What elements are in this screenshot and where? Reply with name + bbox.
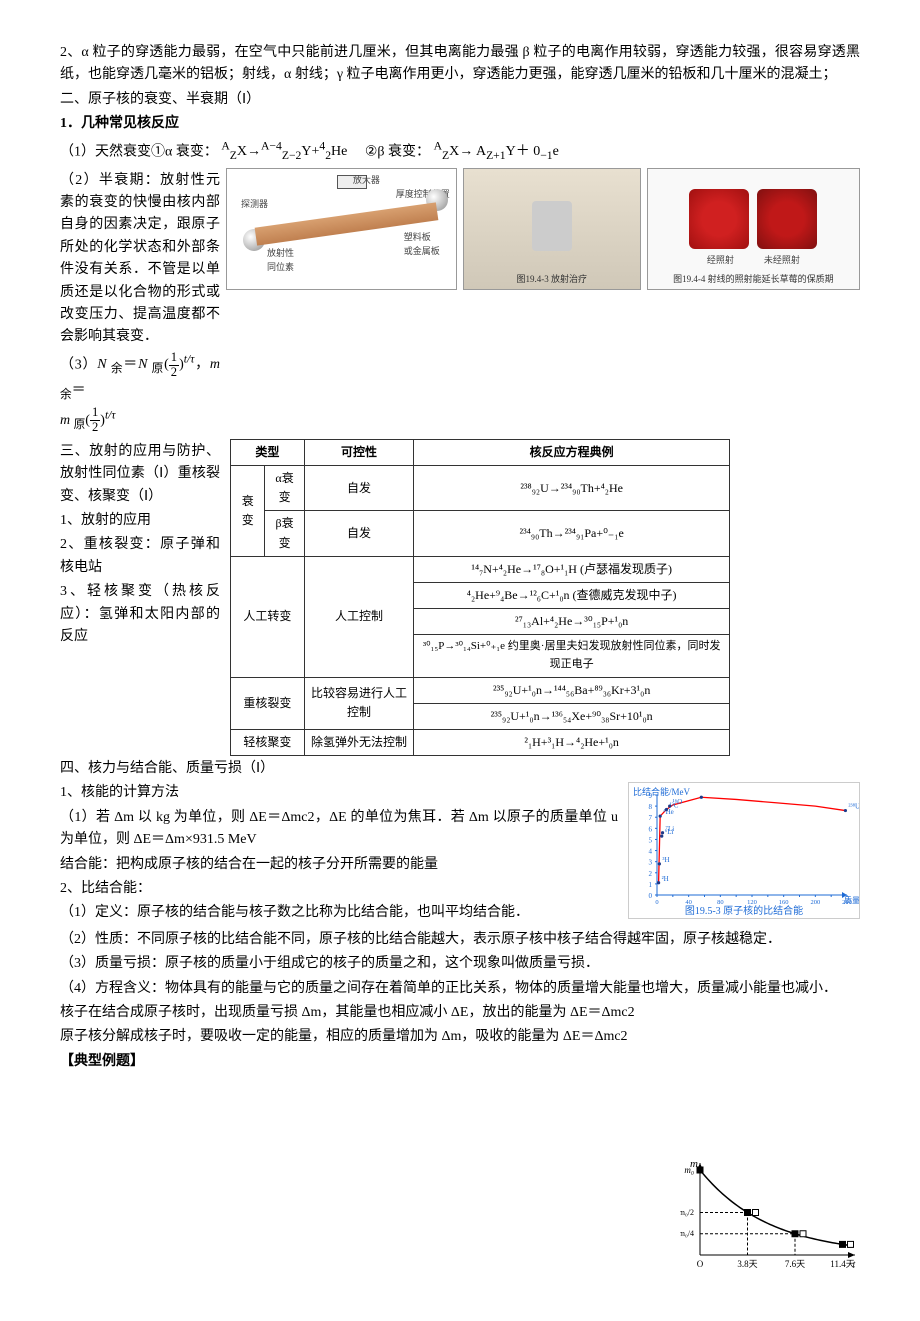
label-non-irradiated: 未经照射: [764, 253, 800, 267]
svg-text:11.4天: 11.4天: [830, 1259, 854, 1269]
svg-text:²H: ²H: [662, 875, 669, 883]
item-fusion: 3、轻核聚变（热核反应）：氢弹和太阳内部的反应: [60, 581, 220, 648]
cell-fission-ctrl: 比较容易进行人工控制: [304, 677, 414, 729]
be-chart-caption: 图19.5-3 原子核的比结合能: [629, 904, 859, 920]
cell-artificial: 人工转变: [231, 556, 305, 677]
cell-fusion-ctrl: 除氢弹外无法控制: [304, 729, 414, 755]
label-amplifier: 放大器: [353, 173, 380, 187]
svg-text:m₀/4: m₀/4: [680, 1229, 694, 1238]
item-fission: 2、重核裂变：原子弹和核电站: [60, 534, 220, 579]
svg-text:7.6天: 7.6天: [785, 1259, 805, 1269]
decay-curve-svg: m O3.8天7.6天11.4天tm₀m₀/2m₀/4: [680, 1155, 860, 1275]
half-life-text: （2）半衰期：放射性元素的衰变的快慢由核内部自身的因素决定，跟原子所处的化学状态…: [60, 170, 220, 349]
svg-text:7: 7: [649, 815, 653, 823]
para-alpha-penetration: 2、α 粒子的穿透能力最弱，在空气中只能前进几厘米，但其电离能力最强 β 粒子的…: [60, 42, 860, 87]
heading-applications: 三、放射的应用与防护、放射性同位素（Ⅰ）重核裂变、核聚变（Ⅰ）: [60, 441, 220, 508]
label-irradiated: 经照射: [707, 253, 734, 267]
label-beta-decay: ②β 衰变：: [365, 144, 430, 159]
label-source: 放射性 同位素: [267, 246, 294, 275]
be-chart-ylabel: 比结合能/MeV: [633, 785, 690, 799]
svg-text:m₀: m₀: [684, 1165, 694, 1175]
caption-strawberry: 图19.4-4 射线的照射能延长草莓的保质期: [673, 272, 834, 286]
svg-text:t: t: [853, 1259, 856, 1269]
cell-fission: 重核裂变: [231, 677, 305, 729]
eq-fus: ²₁H+³₁H→⁴₂He+¹₀n: [414, 729, 730, 755]
eq-th234: ²³⁴₉₀Th→²³⁴₉₁Pa+⁰₋₁e: [414, 511, 730, 556]
svg-text:3.8天: 3.8天: [737, 1259, 757, 1269]
para-decompose: 原子核分解成核子时，要吸收一定的能量，相应的质量增加为 Δm，吸收的能量为 ΔE…: [60, 1026, 860, 1048]
svg-text:8: 8: [649, 804, 653, 812]
svg-text:3: 3: [649, 859, 653, 867]
eq-u238: ²³⁸₉₂U→²³⁴₉₀Th+⁴₂He: [414, 466, 730, 511]
label-natural-decay: （1）天然衰变①α 衰变：: [60, 144, 218, 159]
svg-text:6: 6: [649, 826, 653, 834]
cell-auto1: 自发: [304, 466, 414, 511]
svg-text:²³⁸U: ²³⁸U: [848, 803, 859, 811]
eq-trans2: ⁴₂He+⁹₄Be→¹²₆C+¹₀n (查德威克发现中子): [414, 582, 730, 608]
cell-beta: β衰变: [265, 511, 304, 556]
formula-m-remain: m 原(12)t/τ: [60, 406, 220, 435]
svg-text:0: 0: [649, 892, 653, 900]
para-combine: 核子在结合成原子核时，出现质量亏损 Δm，其能量也相应减小 ΔE，放出的能量为 …: [60, 1002, 860, 1024]
eq-beta-decay: AZX→ AZ+1Y＋ 0−1e: [434, 144, 559, 159]
eq-trans3: ²⁷₁₃Al+⁴₂He→³⁰₁₅P+¹₀n: [414, 609, 730, 635]
eq-fis2: ²³⁵₉₂U+¹₀n→¹³⁶₅₄Xe+⁹⁰₃₈Sr+10¹₀n: [414, 703, 730, 729]
svg-text:4: 4: [649, 848, 653, 856]
formula-N-remain: （3）N 余＝N 原(12)t/τ，m 余＝: [60, 351, 220, 404]
natural-decay-line: （1）天然衰变①α 衰变： AZX→A−4Z−2Y+42He ②β 衰变： AZ…: [60, 138, 860, 166]
reaction-table: 类型 可控性 核反应方程典例 衰变 α衰变 自发 ²³⁸₉₂U→²³⁴₉₀Th+…: [230, 439, 730, 756]
svg-text:³H: ³H: [662, 856, 669, 864]
heading-examples: 【典型例题】: [60, 1051, 860, 1073]
cell-artificial-ctrl: 人工控制: [304, 556, 414, 677]
figure-radiation-therapy: 图19.4-3 放射治疗: [463, 168, 641, 290]
figure-thickness-detector: 放大器 厚度控制装置 探测器 塑料板 或金属板 放射性 同位素: [226, 168, 457, 290]
eq-trans4: ³⁰₁₅P→³⁰₁₄Si+⁰₊₁e 约里奥·居里夫妇发现放射性同位素，同时发现正…: [414, 635, 730, 677]
svg-text:2: 2: [649, 870, 653, 878]
cell-decay: 衰变: [231, 466, 265, 557]
svg-text:O: O: [697, 1259, 704, 1269]
th-type: 类型: [231, 439, 305, 465]
para-meaning: （4）方程含义：物体具有的能量与它的质量之间存在着简单的正比关系，物体的质量增大…: [60, 978, 860, 1000]
label-plate: 塑料板 或金属板: [404, 230, 440, 259]
heading-decay-halflife: 二、原子核的衰变、半衰期（Ⅰ）: [60, 89, 860, 111]
figure-strawberry: 经照射 未经照射 图19.4-4 射线的照射能延长草莓的保质期: [647, 168, 860, 290]
cell-auto2: 自发: [304, 511, 414, 556]
eq-alpha-decay: AZX→A−4Z−2Y+42He: [221, 144, 365, 159]
para-mass-defect: （3）质量亏损：原子核的质量小于组成它的核子的质量之和，这个现象叫做质量亏损．: [60, 953, 860, 975]
th-control: 可控性: [304, 439, 414, 465]
chart-binding-energy: 比结合能/MeV 012345678904080120160200240 ²H³…: [628, 782, 860, 919]
chart-decay-curve: m O3.8天7.6天11.4天tm₀m₀/2m₀/4: [680, 1155, 860, 1275]
be-chart-svg: 012345678904080120160200240 ²H³H⁴He⁶Li⁷L…: [629, 783, 859, 918]
heading-nuclear-force: 四、核力与结合能、质量亏损（Ⅰ）: [60, 758, 860, 780]
caption-therapy: 图19.4-3 放射治疗: [517, 272, 588, 286]
svg-text:1: 1: [649, 881, 653, 889]
eq-trans1: ¹⁴₇N+⁴₂He→¹⁷₈O+¹₁H (卢瑟福发现质子): [414, 556, 730, 582]
heading-common-reactions: 1．几种常见核反应: [60, 113, 860, 135]
cell-alpha: α衰变: [265, 466, 304, 511]
svg-text:5: 5: [649, 837, 653, 845]
eq-fis1: ²³⁵₉₂U+¹₀n→¹⁴⁴₅₆Ba+⁸⁹₃₆Kr+3¹₀n: [414, 677, 730, 703]
item-app: 1、放射的应用: [60, 510, 220, 532]
label-probe: 探测器: [241, 197, 268, 211]
svg-text:⁷Li: ⁷Li: [666, 825, 675, 833]
para-prop-be: （2）性质：不同原子核的比结合能不同，原子核的比结合能越大，表示原子核中核子结合…: [60, 929, 860, 951]
th-example: 核反应方程典例: [414, 439, 730, 465]
cell-fusion: 轻核聚变: [231, 729, 305, 755]
svg-text:m₀/2: m₀/2: [680, 1208, 694, 1217]
